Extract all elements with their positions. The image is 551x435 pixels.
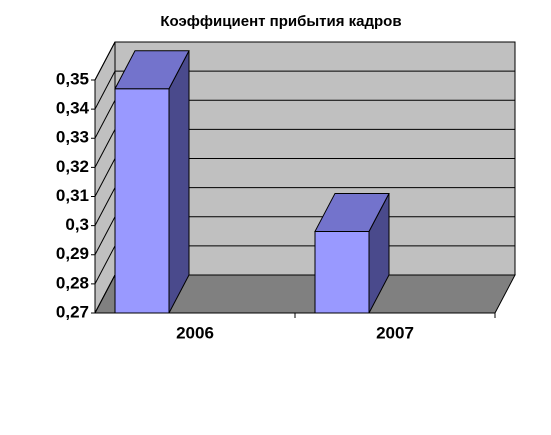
bar-front: [314, 230, 370, 314]
y-tick-label: 0,29: [56, 244, 89, 263]
grid-line: [94, 41, 515, 81]
y-tick-label: 0,33: [56, 128, 89, 147]
y-tick-label: 0,3: [65, 215, 89, 234]
y-tick-label: 0,32: [56, 157, 89, 176]
x-tick-label: 2006: [176, 323, 214, 342]
bar-top: [314, 192, 390, 232]
grid-line: [94, 70, 515, 110]
y-tick-label: 0,28: [56, 273, 89, 292]
y-tick-label: 0,35: [56, 69, 89, 88]
y-tick-label: 0,34: [56, 99, 90, 118]
bar: [114, 50, 190, 314]
y-tick-label: 0,27: [56, 302, 89, 321]
x-tick-label: 2007: [376, 323, 414, 342]
bar-top: [114, 50, 190, 90]
y-tick-label: 0,31: [56, 186, 89, 205]
bar-side: [168, 50, 190, 314]
bar-front: [114, 88, 170, 314]
bar: [314, 192, 390, 314]
chart-title: Коэффициент прибытия кадров: [160, 13, 401, 30]
